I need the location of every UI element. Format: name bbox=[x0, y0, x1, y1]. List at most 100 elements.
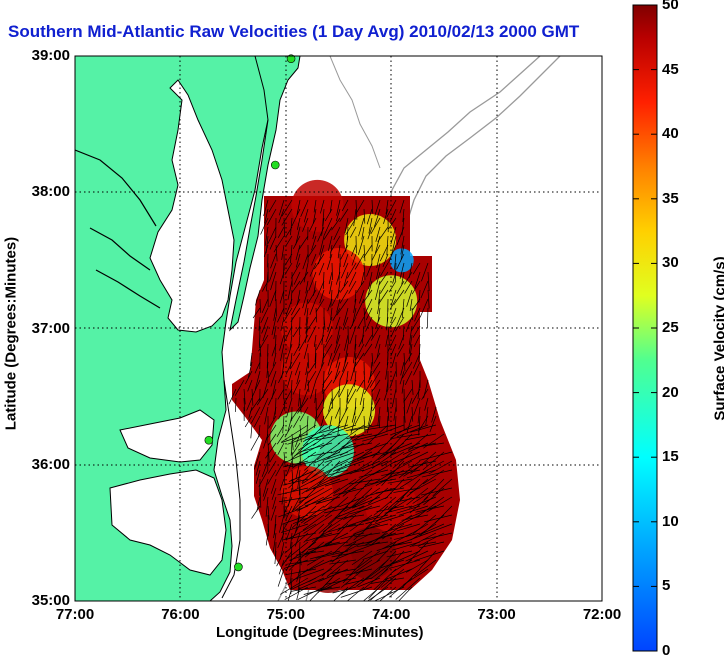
velocity-arrow bbox=[309, 577, 333, 601]
x-tick-label: 72:00 bbox=[582, 606, 622, 623]
velocity-arrow bbox=[323, 217, 333, 237]
velocity-arrow bbox=[312, 208, 317, 225]
velocity-arrow bbox=[402, 451, 429, 465]
velocity-arrow bbox=[272, 532, 277, 553]
velocity-arrow bbox=[331, 289, 341, 307]
velocity-arrow bbox=[372, 514, 405, 526]
velocity-arrow bbox=[291, 523, 301, 540]
velocity-arrow bbox=[286, 370, 293, 388]
velocity-arrow bbox=[291, 406, 301, 420]
velocity-arrow bbox=[396, 523, 421, 532]
velocity-arrow bbox=[289, 568, 293, 585]
velocity-arrow bbox=[406, 397, 413, 414]
velocity-arrow bbox=[363, 262, 366, 280]
velocity-arrow bbox=[406, 478, 429, 497]
velocity-arrow bbox=[313, 199, 317, 213]
velocity-arrow bbox=[395, 577, 421, 600]
velocity-arrow bbox=[261, 460, 269, 477]
velocity-arrow bbox=[260, 307, 269, 324]
speed-patch bbox=[280, 302, 333, 355]
velocity-arrow bbox=[346, 226, 349, 241]
velocity-arrow bbox=[385, 334, 389, 347]
velocity-arrow bbox=[327, 505, 349, 525]
velocity-arrow bbox=[312, 226, 317, 240]
velocity-arrow bbox=[366, 262, 373, 277]
velocity-arrow bbox=[412, 262, 421, 275]
velocity-arrow bbox=[337, 514, 365, 520]
velocity-arrow bbox=[289, 334, 293, 348]
velocity-arrow bbox=[399, 469, 429, 489]
velocity-arrow bbox=[305, 307, 309, 326]
velocity-arrow bbox=[358, 217, 365, 237]
velocity-arrow bbox=[350, 424, 381, 431]
velocity-arrow bbox=[411, 406, 414, 422]
velocity-arrow bbox=[260, 217, 269, 235]
velocity-arrow bbox=[421, 262, 429, 282]
velocity-arrow bbox=[380, 442, 413, 457]
velocity-arrow bbox=[406, 487, 429, 506]
velocity-arrow bbox=[351, 244, 357, 257]
velocity-arrow bbox=[287, 415, 293, 432]
velocity-arrow bbox=[345, 370, 349, 384]
velocity-arrow bbox=[349, 514, 373, 532]
velocity-arrow bbox=[329, 280, 333, 294]
velocity-arrow bbox=[278, 505, 309, 518]
velocity-arrow bbox=[387, 406, 390, 421]
velocity-arrow bbox=[299, 397, 302, 414]
velocity-arrow bbox=[329, 199, 333, 214]
velocity-arrow bbox=[357, 316, 365, 329]
velocity-arrow bbox=[388, 577, 413, 598]
y-axis-title: Latitude (Degrees:Minutes) bbox=[2, 236, 20, 431]
velocity-arrow bbox=[336, 298, 341, 313]
velocity-arrow bbox=[408, 496, 437, 509]
velocity-arrow bbox=[309, 262, 317, 277]
velocity-arrow bbox=[304, 487, 333, 504]
velocity-arrow bbox=[252, 307, 261, 319]
velocity-arrow bbox=[322, 271, 325, 289]
velocity-arrow bbox=[421, 388, 429, 400]
velocity-arrow bbox=[413, 361, 421, 376]
velocity-arrow bbox=[374, 199, 381, 216]
velocity-arrow bbox=[356, 541, 389, 547]
velocity-arrow bbox=[412, 541, 437, 547]
pamlico-sound bbox=[109, 469, 227, 576]
velocity-arrow bbox=[301, 469, 325, 485]
velocity-arrow bbox=[342, 559, 365, 584]
velocity-arrow bbox=[331, 469, 365, 478]
y-tick-label: 36:00 bbox=[31, 455, 70, 473]
velocity-arrow bbox=[343, 271, 349, 287]
velocity-arrow bbox=[315, 298, 325, 313]
velocity-arrow bbox=[351, 253, 357, 266]
velocity-arrow bbox=[346, 433, 373, 439]
velocity-arrow bbox=[385, 478, 405, 500]
velocity-arrow bbox=[286, 541, 309, 560]
bathymetry-contour-3 bbox=[329, 56, 381, 169]
velocity-arrow bbox=[387, 487, 413, 510]
velocity-arrow bbox=[316, 334, 325, 351]
velocity-arrow bbox=[295, 226, 301, 246]
velocity-arrow bbox=[362, 289, 373, 303]
velocity-arrow bbox=[369, 370, 381, 388]
velocity-arrow bbox=[318, 514, 341, 534]
velocity-arrow bbox=[305, 361, 309, 375]
velocity-arrow bbox=[378, 415, 381, 429]
velocity-arrow bbox=[286, 568, 317, 575]
velocity-arrow bbox=[283, 397, 286, 411]
velocity-arrow bbox=[314, 343, 317, 363]
velocity-arrow bbox=[382, 532, 413, 550]
velocity-arrow bbox=[372, 397, 381, 412]
velocity-arrow bbox=[363, 244, 366, 262]
velocity-arrow bbox=[258, 469, 269, 487]
velocity-arrow bbox=[412, 487, 437, 504]
velocity-arrow bbox=[334, 505, 365, 519]
velocity-arrow bbox=[301, 478, 325, 495]
velocity-arrow bbox=[396, 343, 405, 357]
velocity-arrow bbox=[418, 415, 421, 436]
velocity-arrow bbox=[355, 343, 365, 361]
velocity-arrow bbox=[404, 352, 413, 366]
velocity-arrow bbox=[370, 577, 405, 584]
velocity-arrow bbox=[341, 199, 349, 212]
velocity-arrow bbox=[265, 442, 277, 459]
velocity-arrow bbox=[298, 388, 301, 407]
velocity-arrow bbox=[300, 199, 309, 217]
